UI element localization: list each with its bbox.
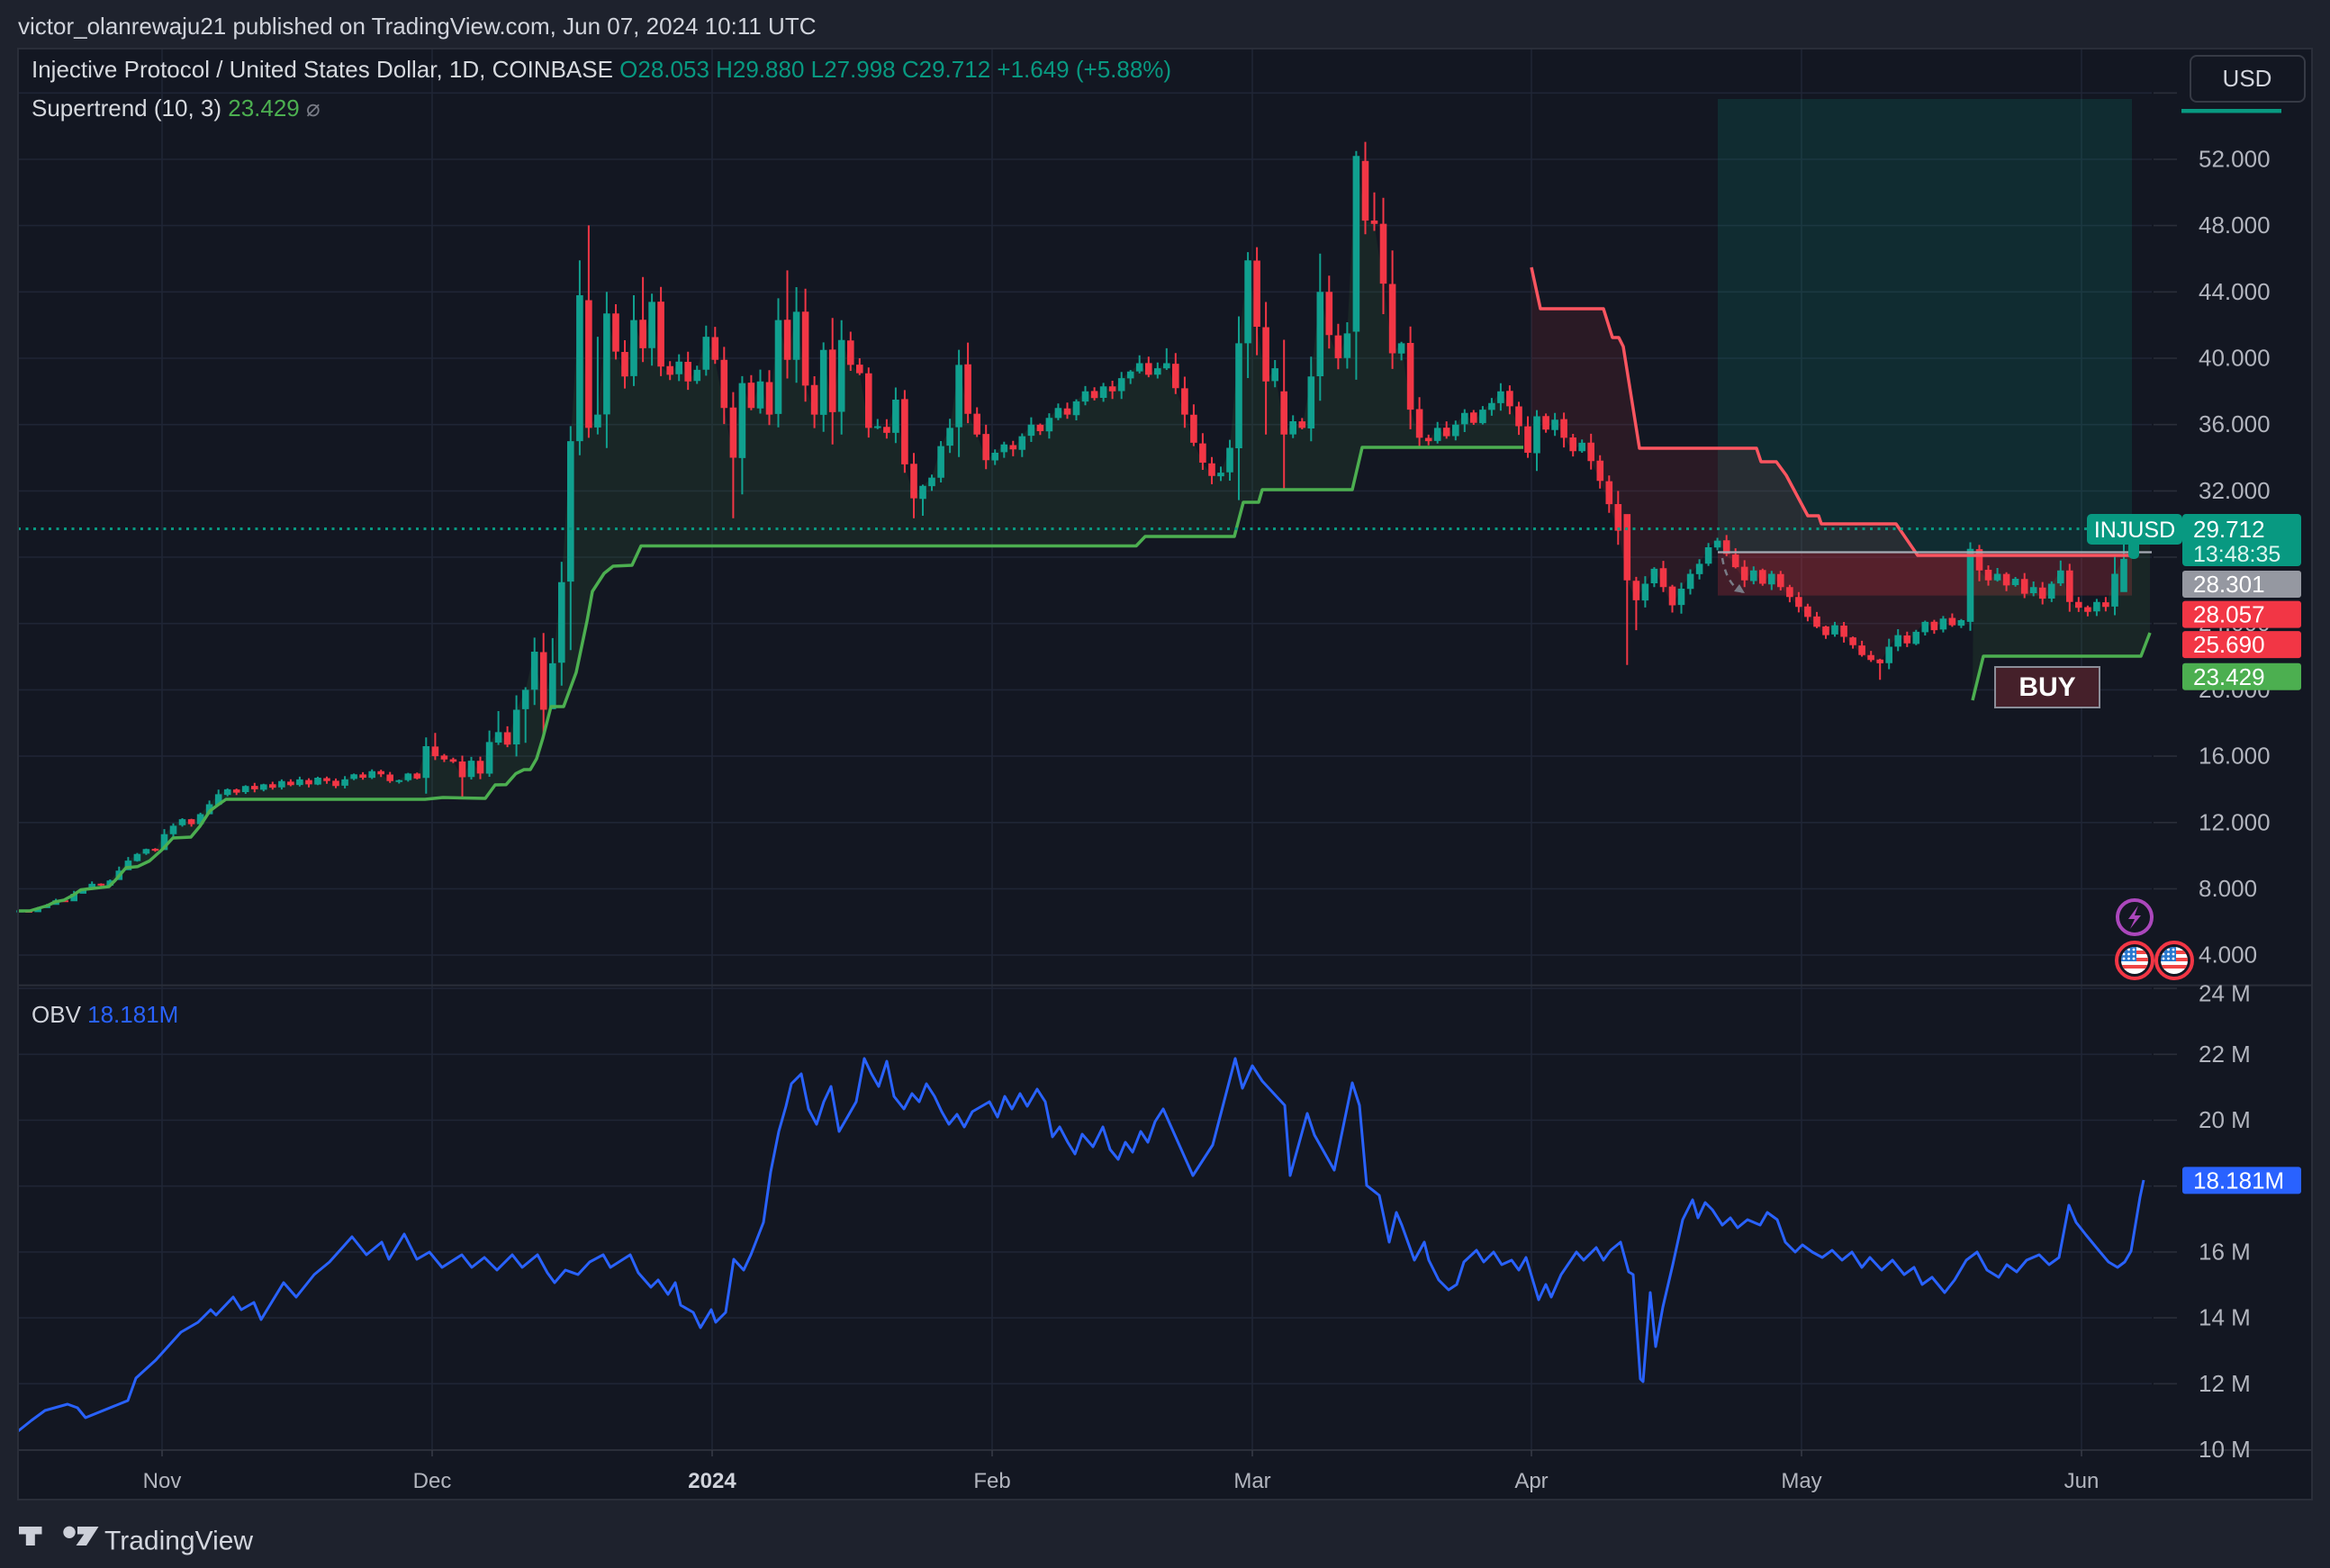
svg-text:13:48:35: 13:48:35 xyxy=(2193,542,2280,567)
svg-text:22 M: 22 M xyxy=(2199,1041,2251,1068)
svg-text:12.000: 12.000 xyxy=(2199,808,2271,835)
svg-text:18.181M: 18.181M xyxy=(2193,1167,2284,1194)
svg-text:10 M: 10 M xyxy=(2199,1436,2251,1463)
svg-text:TradingView: TradingView xyxy=(104,1526,253,1555)
svg-text:52.000: 52.000 xyxy=(2199,146,2271,173)
svg-text:16.000: 16.000 xyxy=(2199,743,2271,770)
svg-text:Nov: Nov xyxy=(143,1469,182,1493)
svg-text:20 M: 20 M xyxy=(2199,1106,2251,1133)
svg-text:40.000: 40.000 xyxy=(2199,345,2271,372)
svg-text:2024: 2024 xyxy=(688,1469,736,1493)
svg-text:48.000: 48.000 xyxy=(2199,212,2271,239)
svg-text:8.000: 8.000 xyxy=(2199,875,2257,902)
svg-text:Apr: Apr xyxy=(1514,1469,1548,1493)
svg-text:BUY: BUY xyxy=(2018,672,2075,702)
svg-text:Supertrend (10, 3) 23.429 ⌀: Supertrend (10, 3) 23.429 ⌀ xyxy=(32,95,321,122)
svg-text:16 M: 16 M xyxy=(2199,1238,2251,1265)
svg-text:14 M: 14 M xyxy=(2199,1304,2251,1331)
svg-text:Jun: Jun xyxy=(2064,1469,2100,1493)
svg-text:May: May xyxy=(1781,1469,1821,1493)
svg-text:29.712: 29.712 xyxy=(2193,516,2265,543)
svg-text:44.000: 44.000 xyxy=(2199,278,2271,305)
svg-text:25.690: 25.690 xyxy=(2193,631,2265,658)
svg-text:24 M: 24 M xyxy=(2199,980,2251,1007)
svg-text:INJUSD: INJUSD xyxy=(2094,518,2175,543)
svg-text:USD: USD xyxy=(2223,65,2272,92)
svg-text:36.000: 36.000 xyxy=(2199,410,2271,437)
svg-text:12 M: 12 M xyxy=(2199,1370,2251,1397)
svg-text:Feb: Feb xyxy=(973,1469,1010,1493)
svg-text:victor_olanrewaju21 published: victor_olanrewaju21 published on Trading… xyxy=(18,13,816,40)
svg-text:28.301: 28.301 xyxy=(2193,571,2265,598)
svg-text:Dec: Dec xyxy=(413,1469,452,1493)
svg-text:OBV 18.181M: OBV 18.181M xyxy=(32,1001,178,1028)
svg-text:Mar: Mar xyxy=(1233,1469,1270,1493)
svg-text:28.057: 28.057 xyxy=(2193,601,2265,628)
svg-text:4.000: 4.000 xyxy=(2199,942,2257,969)
svg-text:Injective Protocol / United St: Injective Protocol / United States Dolla… xyxy=(32,56,1171,83)
svg-text:23.429: 23.429 xyxy=(2193,663,2265,690)
svg-text:32.000: 32.000 xyxy=(2199,477,2271,504)
